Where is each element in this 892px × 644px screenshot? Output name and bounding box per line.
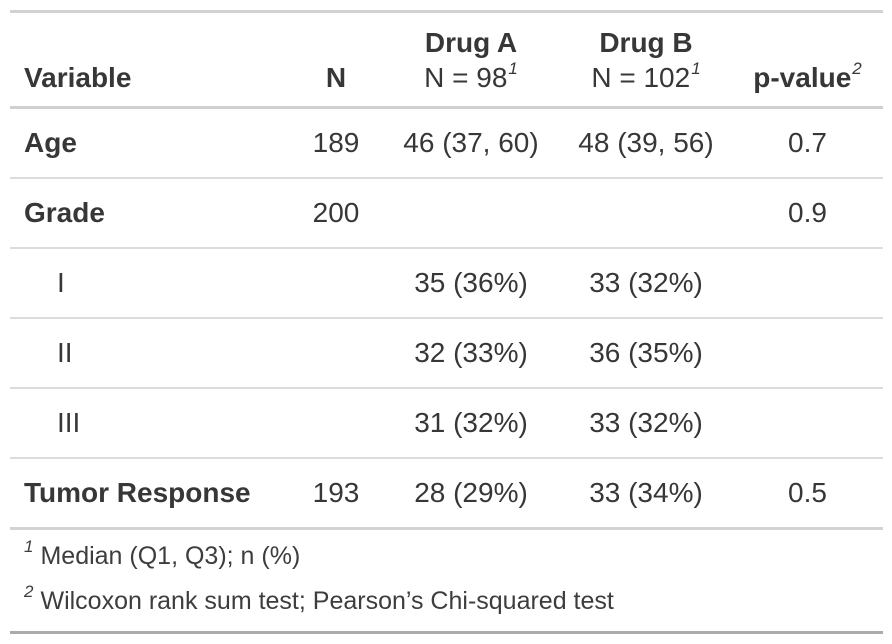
footnote-1-mark: 1 [24,537,34,557]
drug-b-subtitle: N = 1021 [591,59,701,93]
drug-b-cell: 36 (35%) [589,337,703,368]
n-cell [290,388,382,458]
p-value-label: p-value [753,62,852,93]
drug-a-n-label: N = 98 [424,62,508,93]
drug-b-cell: 48 (39, 56) [578,127,714,158]
footnote-1: 1 Median (Q1, Q3); n (%) [24,537,869,573]
variable-cell: Tumor Response [24,477,251,508]
footnote-2: 2 Wilcoxon rank sum test; Pearson’s Chi-s… [24,582,869,618]
n-cell: 189 [312,127,360,158]
table-row-grade: Grade 200 0.9 [10,178,883,248]
p-value-cell [732,248,883,318]
footnote-mark-1: 1 [508,59,518,79]
variable-cell: Grade [24,197,105,228]
p-value-cell: 0.7 [788,127,827,158]
n-cell [290,318,382,388]
table-body: Age 189 46 (37, 60) 48 (39, 56) 0.7 Grad… [10,108,883,529]
table-row-grade-3: III 31 (32%) 33 (32%) [10,388,883,458]
drug-a-cell: 32 (33%) [414,337,528,368]
table-row-tumor-response: Tumor Response 193 28 (29%) 33 (34%) 0.5 [10,458,883,529]
footnote-mark-2: 2 [852,59,862,79]
table-row-grade-2: II 32 (33%) 36 (35%) [10,318,883,388]
drug-b-cell: 33 (32%) [589,407,703,438]
column-header-drug-b: Drug B N = 1021 [560,12,732,108]
drug-b-cell: 33 (34%) [589,477,703,508]
drug-a-cell [382,178,560,248]
table-footnotes: 1 Median (Q1, Q3); n (%) 2 Wilcoxon rank s… [10,530,883,634]
drug-b-title: Drug B [599,27,693,58]
column-header-n: N [325,62,347,93]
drug-b-cell [560,178,732,248]
drug-a-cell: 35 (36%) [414,267,528,298]
variable-cell: Age [24,127,77,158]
p-value-cell [732,388,883,458]
drug-a-title: Drug A [424,27,518,58]
column-header-drug-a: Drug A N = 981 [382,12,560,108]
drug-b-cell: 33 (32%) [589,267,703,298]
table-row-age: Age 189 46 (37, 60) 48 (39, 56) 0.7 [10,108,883,178]
drug-a-cell: 28 (29%) [414,477,528,508]
footnote-2-mark: 2 [24,582,34,602]
footnote-mark-1: 1 [691,59,701,79]
p-value-cell [732,318,883,388]
footnote-1-text: Median (Q1, Q3); n (%) [40,542,301,570]
n-cell: 200 [312,197,360,228]
column-header-p-value: p-value2 [732,12,883,108]
drug-a-cell: 31 (32%) [414,407,528,438]
drug-b-n-label: N = 102 [591,62,691,93]
p-value-cell: 0.5 [788,477,827,508]
table-header: Variable N Drug A N = 981 Drug B N = 102… [10,12,883,108]
n-cell: 193 [312,477,360,508]
column-header-variable: Variable [24,62,132,93]
variable-cell: II [57,337,73,368]
footnote-2-text: Wilcoxon rank sum test; Pearson’s Chi-sq… [40,587,614,615]
summary-table: Variable N Drug A N = 981 Drug B N = 102… [10,10,883,530]
header-row: Variable N Drug A N = 981 Drug B N = 102… [10,12,883,108]
n-cell [290,248,382,318]
drug-a-cell: 46 (37, 60) [403,127,539,158]
variable-cell: III [57,407,81,438]
summary-table-container: Variable N Drug A N = 981 Drug B N = 102… [10,10,883,634]
drug-a-subtitle: N = 981 [424,59,518,93]
variable-cell: I [57,267,65,298]
p-value-cell: 0.9 [788,197,827,228]
table-row-grade-1: I 35 (36%) 33 (32%) [10,248,883,318]
